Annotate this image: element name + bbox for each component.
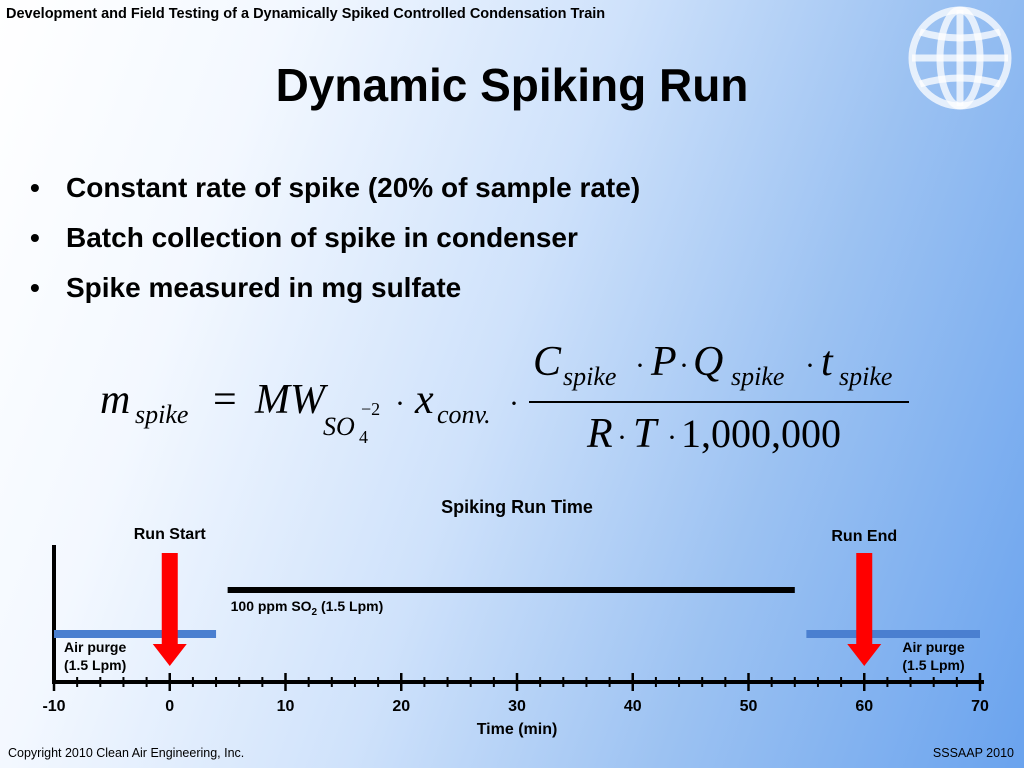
air-purge-right-label-line1: Air purge — [902, 639, 964, 655]
svg-text:·: · — [395, 387, 405, 420]
bullet-text: Batch collection of spike in condenser — [66, 222, 578, 253]
svg-text:C: C — [533, 339, 562, 385]
time-axis-label: Time (min) — [477, 721, 558, 738]
tick-label: 30 — [508, 698, 526, 715]
air-purge-right-label-line2: (1.5 Lpm) — [902, 657, 964, 673]
formula-dot: · — [679, 349, 689, 382]
formula-m: m — [100, 377, 130, 423]
run-start-label: Run Start — [134, 526, 207, 543]
formula-x-sub: conv. — [437, 400, 491, 429]
svg-text:·: · — [679, 349, 689, 382]
formula-t: t — [821, 339, 834, 385]
formula-p: P — [650, 339, 677, 385]
tick-label: 0 — [165, 698, 174, 715]
bullet-text: Spike measured in mg sulfate — [66, 272, 462, 303]
svg-text:·: · — [509, 387, 519, 420]
spike-gas-label: 100 ppm SO2 (1.5 Lpm) — [231, 598, 384, 618]
formula-c-sub: spike — [563, 362, 616, 391]
svg-text:Q: Q — [693, 339, 723, 385]
formula-dot: · — [805, 349, 815, 382]
air-purge-left-label-line1: Air purge — [64, 639, 126, 655]
svg-text:m: m — [100, 377, 130, 423]
svg-text:·: · — [667, 421, 677, 454]
formula-dot: · — [667, 421, 677, 454]
svg-text:P: P — [650, 339, 677, 385]
formula-mw-sub-index: 4 — [359, 427, 368, 447]
page-title: Dynamic Spiking Run — [275, 59, 749, 111]
svg-text:spike: spike — [135, 400, 188, 429]
formula-c: C — [533, 339, 562, 385]
bullet-list: • Constant rate of spike (20% of sample r… — [30, 170, 640, 320]
formula-mw: MW — [254, 377, 329, 423]
formula-constant: 1,000,000 — [681, 411, 841, 456]
timeline-title: Spiking Run Time — [441, 497, 593, 517]
svg-text:MW: MW — [254, 377, 329, 423]
formula-q: Q — [693, 339, 723, 385]
svg-text:R: R — [586, 411, 613, 457]
svg-text:spike: spike — [731, 362, 784, 391]
tick-label: 70 — [971, 698, 989, 715]
air-purge-left-label-line2: (1.5 Lpm) — [64, 657, 126, 673]
bullet-item: • Batch collection of spike in condenser — [30, 220, 640, 270]
formula-r: R — [586, 411, 613, 457]
spiking-run-timeline: Spiking Run Time Run Start Run End -10 0 1… — [42, 497, 989, 738]
svg-text:conv.: conv. — [437, 400, 491, 429]
bullet-dot: • — [30, 272, 40, 303]
tick-label: 40 — [624, 698, 642, 715]
formula-mw-sup: −2 — [361, 399, 380, 419]
globe-logo-icon — [908, 6, 1012, 110]
svg-text:spike: spike — [839, 362, 892, 391]
svg-text:·: · — [617, 421, 627, 454]
formula-dot: · — [617, 421, 627, 454]
tick-label: 10 — [277, 698, 295, 715]
formula-t-sub: spike — [839, 362, 892, 391]
svg-text:1,000,000: 1,000,000 — [681, 411, 841, 456]
formula-temp: T — [633, 411, 659, 457]
formula-q-sub: spike — [731, 362, 784, 391]
formula-x: x — [414, 377, 434, 423]
header-title: Development and Field Testing of a Dynam… — [6, 6, 606, 22]
bullet-dot: • — [30, 222, 40, 253]
spike-mass-formula: m spike = MW SO 4 −2 · x conv. · C spike… — [100, 339, 909, 457]
air-purge-left-bar — [54, 630, 217, 638]
bullet-item: • Constant rate of spike (20% of sample r… — [30, 170, 640, 220]
svg-text:4: 4 — [359, 427, 368, 447]
air-purge-right-bar — [806, 630, 980, 638]
svg-text:spike: spike — [563, 362, 616, 391]
formula-dot: · — [395, 387, 405, 420]
svg-text:T: T — [633, 411, 659, 457]
formula-dot: · — [509, 387, 519, 420]
formula-equals: = — [213, 377, 237, 423]
bullet-text: Constant rate of spike (20% of sample ra… — [66, 172, 641, 203]
tick-label: 60 — [855, 698, 873, 715]
svg-text:SO: SO — [323, 412, 355, 441]
tick-label: 50 — [740, 698, 758, 715]
footer-copyright: Copyright 2010 Clean Air Engineering, In… — [8, 746, 245, 760]
tick-label: 20 — [392, 698, 410, 715]
major-ticks: -10 0 10 20 30 40 50 60 70 — [42, 673, 989, 715]
svg-text:t: t — [821, 339, 834, 385]
formula-m-sub: spike — [135, 400, 188, 429]
footer-conference: SSSAAP 2010 — [932, 746, 1014, 760]
run-end-label: Run End — [831, 528, 897, 545]
formula-dot: · — [635, 349, 645, 382]
svg-text:·: · — [805, 349, 815, 382]
svg-text:−2: −2 — [361, 399, 380, 419]
run-end-arrow — [847, 553, 882, 666]
tick-label: -10 — [42, 698, 65, 715]
bullet-dot: • — [30, 172, 40, 203]
svg-text:=: = — [213, 377, 237, 423]
run-start-arrow — [152, 553, 187, 666]
formula-mw-sub: SO — [323, 412, 355, 441]
svg-text:·: · — [635, 349, 645, 382]
bullet-item: • Spike measured in mg sulfate — [30, 270, 640, 320]
svg-text:x: x — [414, 377, 434, 423]
